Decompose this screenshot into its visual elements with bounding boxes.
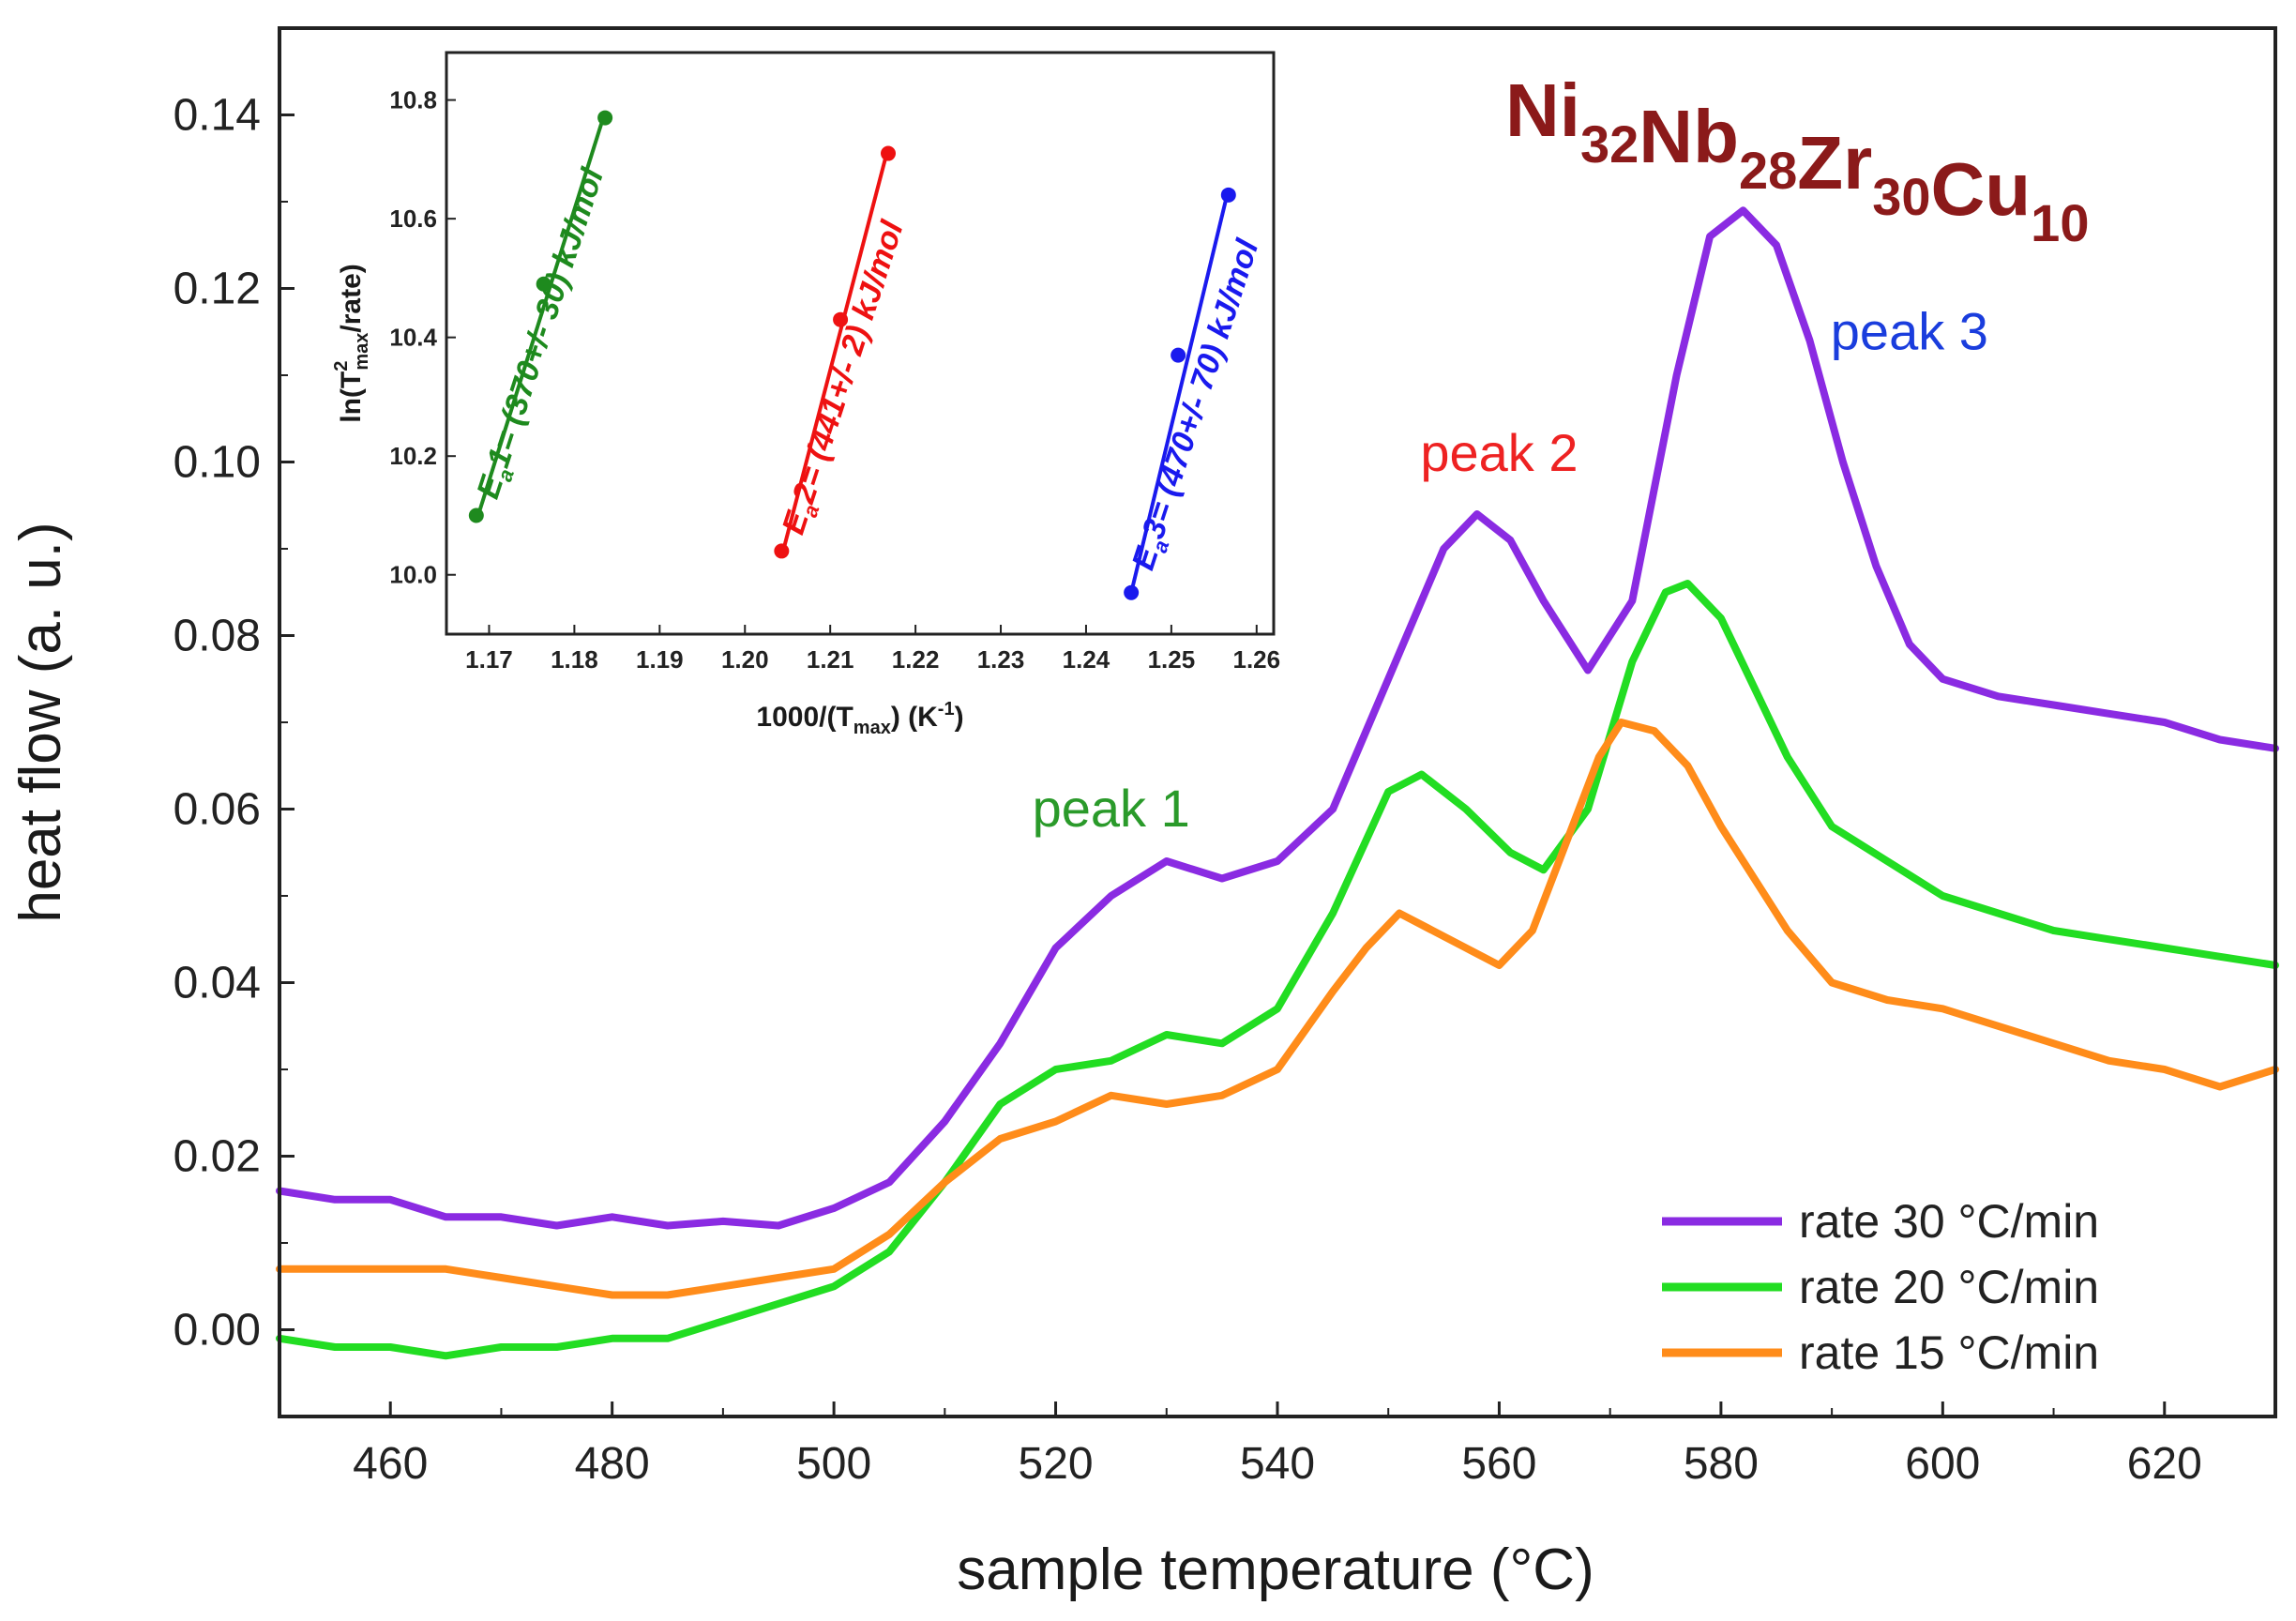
inset-x-tick-label: 1.23 xyxy=(977,645,1025,674)
inset-x-label-sup: -1 xyxy=(938,699,955,720)
main-x-tick-label: 600 xyxy=(1905,1439,1980,1489)
title-element: Zr xyxy=(1797,121,1872,205)
inset-data-point xyxy=(597,110,613,126)
inset-y-tick-label: 10.4 xyxy=(389,324,437,352)
inset-data-point xyxy=(1124,584,1140,600)
inset-x-tick-label: 1.22 xyxy=(892,645,940,674)
main-y-axis-label: heat flow (a. u.) xyxy=(8,522,73,922)
inset-data-point xyxy=(774,543,790,559)
inset-x-tick-label: 1.21 xyxy=(807,645,854,674)
inset-y-tick-label: 10.2 xyxy=(389,442,437,470)
chart-title: Ni32Nb28Zr30Cu10 xyxy=(1505,68,2089,252)
main-y-tick-label: 0.06 xyxy=(174,785,261,835)
peak-annotation-3: peak 3 xyxy=(1831,301,1988,360)
chart-title-text: Ni32Nb28Zr30Cu10 xyxy=(1505,68,2089,252)
legend-label: rate 15 °C/min xyxy=(1799,1326,2099,1379)
inset-y-label-part: /rate) xyxy=(336,264,367,332)
main-y-tick-label: 0.14 xyxy=(174,91,261,141)
main-y-tick-label: 0.02 xyxy=(174,1132,261,1182)
inset-x-tick-label: 1.24 xyxy=(1063,645,1110,674)
main-x-ticks: 460 480 500 520 540 560 580 600 620 xyxy=(279,1401,2276,1489)
main-x-axis-label: sample temperature (°C) xyxy=(957,1538,1594,1602)
inset-x-label-part: ) (K xyxy=(891,702,938,733)
inset-y-label-sub: max xyxy=(352,333,372,371)
title-subscript: 10 xyxy=(2031,193,2089,252)
main-x-tick-label: 540 xyxy=(1240,1439,1315,1489)
series-line-rate-20 xyxy=(276,580,2279,1360)
inset-x-tick-label: 1.19 xyxy=(636,645,684,674)
title-element: Nb xyxy=(1639,95,1739,178)
title-subscript: 32 xyxy=(1580,114,1639,174)
main-x-tick-label: 580 xyxy=(1684,1439,1759,1489)
inset-x-label-text: 1000/(Tmax) (K-1) xyxy=(756,699,963,738)
inset-y-tick-label: 10.8 xyxy=(389,86,437,114)
series-line-rate-15 xyxy=(276,719,2279,1299)
inset-data-point xyxy=(1220,187,1236,203)
main-y-ticks: 0.00 0.02 0.04 0.06 0.08 0.10 0.12 0.14 xyxy=(174,91,295,1417)
main-x-tick-label: 480 xyxy=(575,1439,650,1489)
main-y-tick-label: 0.12 xyxy=(174,265,261,314)
title-element: Ni xyxy=(1505,68,1580,152)
peak-annotation-2: peak 2 xyxy=(1420,423,1578,482)
inset-fit-line-1 xyxy=(474,111,608,523)
inset-fit-line-3 xyxy=(1129,189,1231,594)
inset-x-tick-label: 1.25 xyxy=(1148,645,1196,674)
inset-x-label-sub: max xyxy=(853,718,891,738)
title-element: Cu xyxy=(1931,147,2032,231)
inset-y-label-sup: 2 xyxy=(331,361,352,371)
inset-background xyxy=(446,53,1274,634)
inset-x-tick-label: 1.26 xyxy=(1233,645,1281,674)
inset-data-point xyxy=(881,145,897,161)
main-y-tick-label: 0.00 xyxy=(174,1306,261,1356)
main-y-tick-label: 0.10 xyxy=(174,438,261,488)
main-x-tick-label: 500 xyxy=(796,1439,871,1489)
inset-x-tick-label: 1.20 xyxy=(721,645,769,674)
inset-fit-line-2 xyxy=(779,146,890,558)
inset-data-point xyxy=(833,311,849,327)
inset-data-point xyxy=(468,508,484,523)
inset-x-label-part: 1000/(T xyxy=(756,702,853,733)
main-x-tick-label: 560 xyxy=(1461,1439,1536,1489)
inset-x-tick-label: 1.17 xyxy=(465,645,513,674)
inset-x-label-part: ) xyxy=(955,702,964,733)
inset-plot: 1.17 1.18 1.19 1.20 1.21 1.22 1.23 1.24 1.25 1.26… xyxy=(331,51,1280,738)
inset-y-label-part: ln(T xyxy=(336,371,367,423)
main-y-tick-label: 0.08 xyxy=(174,612,261,661)
legend-label: rate 30 °C/min xyxy=(1799,1195,2099,1248)
peak-annotation-1: peak 1 xyxy=(1033,779,1190,838)
inset-x-tick-label: 1.18 xyxy=(551,645,598,674)
inset-y-label-text: ln(T2max/rate) xyxy=(331,264,372,423)
legend-label: rate 20 °C/min xyxy=(1799,1261,2099,1313)
inset-plot-frame xyxy=(445,51,1276,636)
main-x-tick-label: 520 xyxy=(1019,1439,1094,1489)
inset-x-axis-label: 1000/(Tmax) (K-1) xyxy=(756,699,963,738)
main-y-tick-label: 0.04 xyxy=(174,959,261,1008)
inset-y-tick-label: 10.6 xyxy=(389,205,437,233)
peak-annotations: peak 1 peak 2 peak 3 xyxy=(1033,301,1988,838)
title-subscript: 30 xyxy=(1872,167,1930,226)
main-series-group xyxy=(276,206,2279,1360)
main-x-tick-label: 620 xyxy=(2127,1439,2202,1489)
main-x-tick-label: 460 xyxy=(353,1439,428,1489)
inset-series-group xyxy=(468,110,1236,600)
inset-data-point xyxy=(536,276,551,292)
inset-y-axis-label: ln(T2max/rate) xyxy=(331,264,372,423)
series-line-rate-30 xyxy=(276,206,2279,1230)
inset-y-tick-label: 10.0 xyxy=(389,561,437,589)
title-subscript: 28 xyxy=(1739,141,1797,200)
inset-data-point xyxy=(1171,347,1186,363)
legend: rate 30 °C/min rate 20 °C/min rate 15 °C/m… xyxy=(1662,1195,2099,1379)
inset-x-ticks: 1.17 1.18 1.19 1.20 1.21 1.22 1.23 1.24 1.25 1.26 xyxy=(465,625,1280,674)
inset-y-ticks: 10.0 10.2 10.4 10.6 10.8 xyxy=(389,86,456,589)
main-plot: 460 480 500 520 540 560 580 600 620 0.00 0.02 0.04… xyxy=(8,26,2279,1602)
